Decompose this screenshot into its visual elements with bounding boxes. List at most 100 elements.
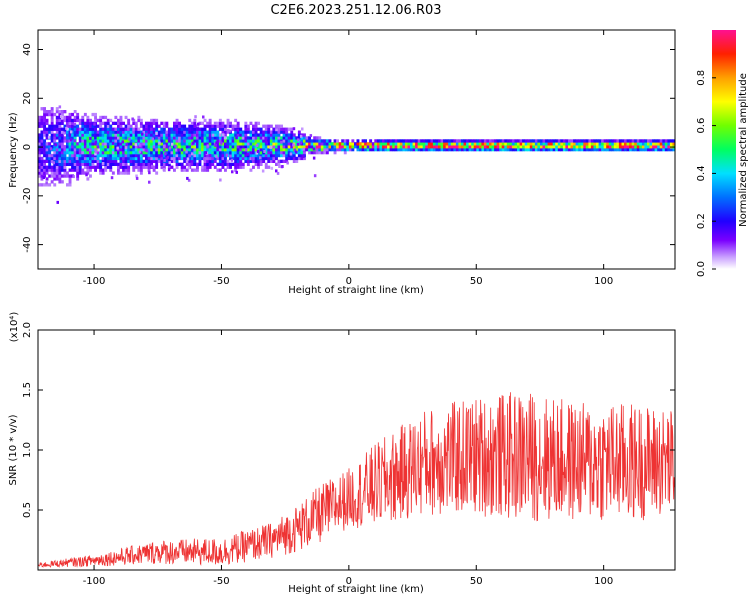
spectrogram-cell xyxy=(78,136,82,140)
spectrogram-cell xyxy=(295,145,299,149)
spectrogram-cell xyxy=(43,171,46,175)
spectrogram-cell xyxy=(613,148,617,152)
spectrogram-cell xyxy=(636,139,640,143)
spectrogram-cell xyxy=(297,130,301,134)
spectrogram-cell xyxy=(453,145,457,149)
spectrogram-cell xyxy=(60,145,64,149)
spectrogram-cell xyxy=(262,156,266,161)
spectrogram-cell xyxy=(297,145,301,149)
spectrogram-cell xyxy=(63,174,67,178)
spectrogram-cell xyxy=(412,139,416,143)
spectrogram-cell xyxy=(139,130,143,134)
spectrogram-cell xyxy=(40,136,44,140)
spectrogram-cell xyxy=(471,139,475,143)
spectrogram-cell xyxy=(193,159,197,163)
spectrogram-cell xyxy=(580,142,584,146)
spectrogram-cell xyxy=(354,145,357,149)
spectrogram-cell xyxy=(134,143,138,147)
spectrogram-cell xyxy=(593,142,597,146)
spectrogram-cell xyxy=(494,145,497,149)
spectrogram-cell xyxy=(234,156,238,161)
spectrogram-cell xyxy=(167,153,171,158)
spectrogram-cell xyxy=(659,148,663,152)
spectrogram-cell xyxy=(58,105,62,109)
spectrogram-cell xyxy=(239,133,243,137)
spectrogram-cell xyxy=(206,162,210,166)
spectrogram-cell xyxy=(293,148,297,152)
spectrogram-cell xyxy=(389,145,393,149)
spectrogram-cell xyxy=(285,127,289,131)
spectrogram-cell xyxy=(138,150,142,154)
spectrogram-cell xyxy=(346,139,350,143)
spectrogram-cell xyxy=(425,148,429,152)
spectrogram-cell xyxy=(63,171,67,175)
spectrogram-cell xyxy=(104,145,108,149)
spectrogram-cell xyxy=(185,148,189,152)
spectrogram-cell xyxy=(48,112,52,117)
spectrogram-cell xyxy=(144,148,148,152)
spectrogram-cell xyxy=(160,145,164,149)
spectrogram-cell xyxy=(157,159,161,163)
spectrogram-cell xyxy=(185,162,189,166)
spectrogram-cell xyxy=(86,168,90,172)
spectrogram-cell xyxy=(443,139,446,143)
spectrogram-cell xyxy=(48,142,52,146)
spectrogram-cell xyxy=(124,124,128,128)
spectrogram-cell xyxy=(246,139,250,143)
spectrogram-cell xyxy=(152,127,156,131)
spectrogram-cell xyxy=(117,151,120,155)
spectrogram-cell xyxy=(285,159,289,163)
spectrogram-cell xyxy=(76,115,80,120)
spectrogram-cell xyxy=(208,159,212,163)
spectrogram-cell xyxy=(122,165,125,169)
spectrogram-cell xyxy=(463,139,467,143)
spectrogram-cell xyxy=(132,162,136,166)
spectrogram-cell xyxy=(68,133,72,137)
spectrogram-cell xyxy=(78,153,82,158)
spectrogram-cell xyxy=(313,145,317,149)
spectrogram-cell xyxy=(506,148,510,152)
spectrogram-cell xyxy=(198,121,202,125)
spectrogram-cell xyxy=(639,148,643,152)
spectrogram-cell xyxy=(198,145,202,149)
spectrogram-cell xyxy=(310,148,314,152)
spectrogram-cell xyxy=(83,112,87,117)
spectrogram-cell xyxy=(38,162,41,166)
spectrogram-cell xyxy=(280,130,283,134)
spectrogram-cell xyxy=(203,157,206,161)
spectrogram-cell xyxy=(180,127,184,131)
spectrogram-x-label: Height of straight line (km) xyxy=(288,285,424,296)
spectrogram-cell xyxy=(254,153,258,158)
spectrogram-cell xyxy=(119,133,123,137)
spectrogram-cell xyxy=(183,159,187,163)
spectrogram-cell xyxy=(104,148,108,152)
spectrogram-cell xyxy=(69,130,73,134)
spectrogram-cell xyxy=(402,142,406,146)
spectrogram-cell xyxy=(300,156,304,161)
spectrogram-cell xyxy=(73,130,77,134)
spectrogram-cell xyxy=(119,127,123,131)
spectrogram-cell xyxy=(165,136,169,140)
spectrogram-cell xyxy=(155,124,159,128)
spectrogram-cell xyxy=(114,127,118,131)
colorbar-label: Normalized spectral amplitude xyxy=(738,73,749,227)
spectrogram-cell xyxy=(267,165,271,169)
spectrogram-cell xyxy=(244,121,248,125)
spectrogram-cell xyxy=(188,159,192,163)
spectrogram-cell xyxy=(101,139,105,143)
spectrogram-cell xyxy=(578,142,582,146)
spectrogram-cell xyxy=(43,145,46,149)
spectrogram-cell xyxy=(150,121,153,125)
spectrogram-cell xyxy=(255,143,259,147)
spectrogram-cell xyxy=(48,145,52,149)
spectrogram-cell xyxy=(119,162,123,166)
spectrogram-cell xyxy=(76,162,80,166)
spectrogram-cell xyxy=(455,145,459,149)
spectrogram-cell xyxy=(157,139,161,143)
spectrogram-cell xyxy=(147,127,151,131)
spectrogram-cell xyxy=(504,139,508,143)
spectrogram-cell xyxy=(40,130,44,134)
spectrogram-cell xyxy=(178,139,181,143)
spectrogram-cell xyxy=(318,148,322,152)
spectrogram-cell xyxy=(203,159,207,163)
